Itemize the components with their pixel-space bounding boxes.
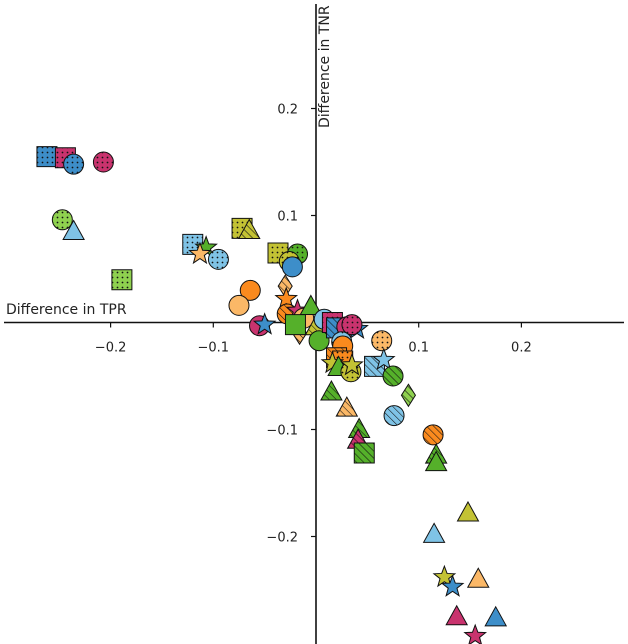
data-point-star — [432, 564, 457, 588]
data-point-diamond — [400, 383, 417, 408]
x-tick-label: −0.1 — [198, 341, 230, 356]
data-point-triangle — [422, 522, 446, 543]
data-point-circle — [383, 405, 405, 427]
data-point-circle — [308, 330, 330, 352]
data-point-circle — [281, 256, 303, 278]
data-point-circle — [341, 314, 363, 336]
data-point-star — [440, 574, 465, 597]
data-point-circle — [63, 153, 85, 175]
data-point-star — [188, 241, 212, 265]
x-tick-label: 0.1 — [408, 341, 429, 356]
data-point-triangle — [335, 396, 359, 417]
data-point-star — [340, 352, 364, 376]
data-point-circle — [382, 365, 404, 387]
data-point-diamond — [277, 274, 293, 299]
ticks — [109, 107, 523, 538]
tick-labels: −0.2 −0.1 0.1 0.2 0.2 0.1 −0.1 −0.2 — [95, 103, 532, 546]
data-point-triangle — [456, 500, 480, 522]
data-point-triangle — [320, 380, 343, 401]
data-point-triangle — [299, 294, 323, 315]
data-points — [36, 146, 508, 644]
data-point-triangle — [424, 450, 448, 472]
data-point-triangle — [445, 604, 469, 626]
data-point-square — [36, 146, 58, 168]
data-point-triangle — [62, 219, 85, 241]
data-point-square — [284, 314, 306, 336]
data-point-circle — [228, 294, 250, 316]
y-tick-label: −0.1 — [266, 424, 298, 439]
x-axis-title: Difference in TPR — [6, 302, 127, 318]
data-point-triangle — [466, 567, 490, 588]
data-point-circle — [371, 330, 393, 352]
data-point-square — [353, 442, 375, 464]
y-tick-label: 0.1 — [277, 210, 298, 225]
data-point-triangle — [237, 218, 261, 239]
data-point-circle — [51, 209, 73, 231]
data-point-star — [463, 623, 488, 644]
data-point-circle — [239, 279, 261, 301]
y-tick-label: −0.2 — [266, 531, 298, 546]
data-point-triangle — [484, 605, 508, 627]
data-point-star — [252, 312, 277, 335]
x-tick-label: −0.2 — [95, 341, 127, 356]
y-axis-title: Difference in TNR — [317, 5, 333, 128]
data-point-circle — [422, 424, 444, 446]
x-tick-label: 0.2 — [511, 341, 532, 356]
data-point-square — [111, 269, 133, 291]
y-tick-label: 0.2 — [277, 103, 298, 118]
data-point-circle — [207, 248, 229, 270]
data-point-circle — [92, 151, 114, 173]
data-point-star — [371, 347, 396, 371]
